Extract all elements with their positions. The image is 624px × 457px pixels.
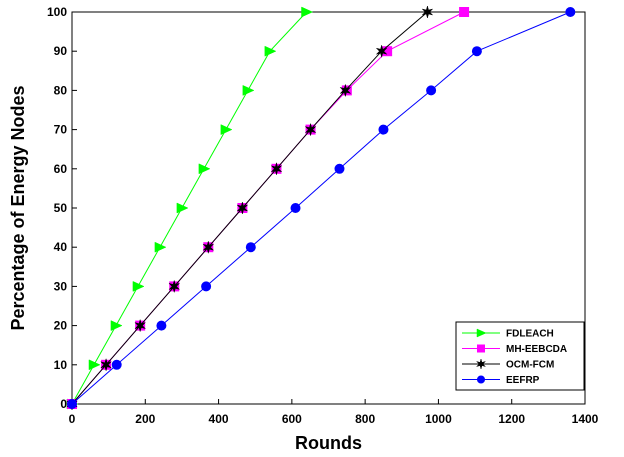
legend-marker-eefrp [477,375,485,384]
x-tick-label: 200 [135,412,155,426]
data-point-fdleach [110,320,123,331]
y-axis-label: Percentage of Energy Nodes [8,85,28,330]
y-tick-label: 50 [54,201,68,215]
y-tick-label: 80 [54,83,68,97]
series-layer [65,5,576,411]
data-point-eefrp [426,85,437,96]
data-point-fdleach [88,359,101,371]
y-tick-label: 10 [54,358,68,372]
x-tick-label: 1200 [498,412,525,426]
legend-label: FDLEACH [506,329,554,340]
data-point-eefrp [290,203,301,213]
data-point-eefrp [111,359,122,370]
x-axis-label: Rounds [295,433,362,453]
data-point-eefrp [201,281,212,292]
legend-marker-ocm-fcm [475,358,487,370]
data-point-fdleach [176,202,189,214]
y-tick-label: 90 [54,44,68,58]
y-tick-label: 20 [54,319,68,333]
data-point-fdleach [242,85,255,96]
data-point-eefrp [378,124,389,135]
x-tick-label: 800 [355,412,375,426]
data-point-eefrp [156,320,167,331]
data-point-fdleach [154,241,167,253]
legend-marker-fdleach [476,328,487,338]
data-point-eefrp [245,242,256,253]
data-point-fdleach [198,163,211,175]
data-point-ocm-fcm [202,240,215,255]
series-eefrp [67,7,576,409]
series-fdleach [66,6,314,410]
legend-entry-fdleach: FDLEACH [462,329,554,340]
y-tick-label: 70 [54,123,68,137]
data-point-ocm-fcm [375,44,388,59]
data-point-eefrp [67,399,77,409]
data-point-ocm-fcm [421,5,434,19]
legend-label: OCM-FCM [506,360,554,371]
x-tick-label: 1400 [572,412,599,426]
x-tick-label: 400 [209,412,229,426]
y-tick-label: 100 [47,5,67,19]
legend-entry-eefrp: EEFRP [462,375,540,386]
data-point-ocm-fcm [100,357,113,372]
legend-entry-ocm-fcm: OCM-FCM [462,358,554,371]
data-point-ocm-fcm [134,318,147,333]
data-point-ocm-fcm [270,161,283,176]
data-point-fdleach [301,6,314,18]
legend: FDLEACH MH-EEBCDA OCM-FCM EEFRP [455,321,585,391]
data-point-fdleach [264,45,277,57]
y-tick-label: 40 [54,240,68,254]
legend-marker-mh-eebcda [477,344,485,353]
data-point-ocm-fcm [304,122,317,137]
data-point-fdleach [220,124,233,135]
data-point-eefrp [565,7,576,17]
legend-label: MH-EEBCDA [506,344,567,355]
data-point-eefrp [334,163,345,174]
data-point-ocm-fcm [339,83,352,98]
data-point-ocm-fcm [168,279,181,294]
y-tick-label: 60 [54,162,68,176]
legend-entry-mh-eebcda: MH-EEBCDA [462,344,567,355]
data-point-fdleach [132,281,145,292]
y-tick-label: 30 [54,279,68,293]
data-point-eefrp [471,46,482,57]
x-tick-label: 1000 [425,412,452,426]
data-point-ocm-fcm [236,201,249,215]
x-tick-label: 600 [282,412,302,426]
y-axis-ticks: 0 10 20 30 40 50 60 70 80 90 100 [47,5,77,411]
legend-label: EEFRP [506,375,540,386]
x-axis-ticks: 0 200 400 600 800 1000 1200 1400 [69,399,599,426]
y-tick-label: 0 [60,397,67,411]
data-point-mh-eebcda [459,7,470,17]
x-tick-label: 0 [69,412,76,426]
